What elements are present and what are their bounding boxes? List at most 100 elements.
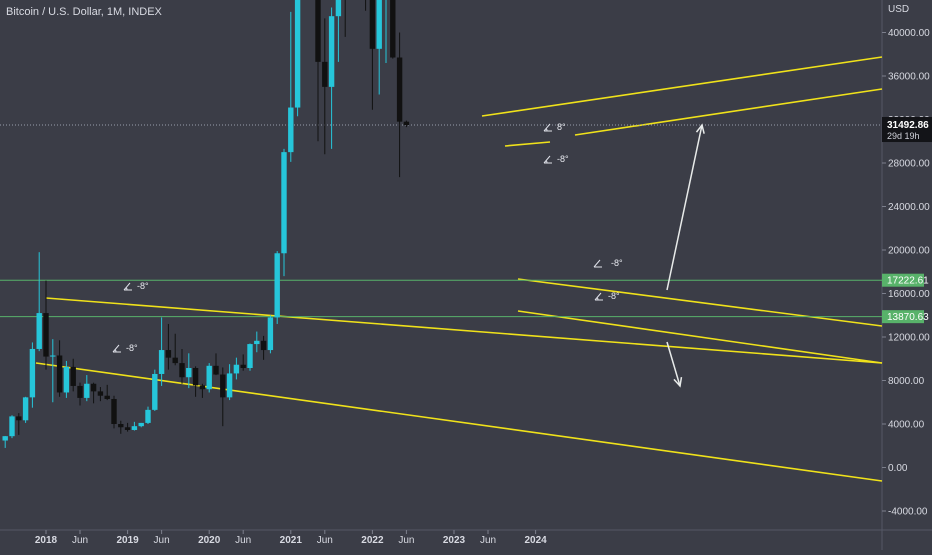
candle-body <box>179 363 185 378</box>
candle-body <box>403 121 410 126</box>
candle-body <box>254 340 260 345</box>
candle-body <box>138 422 144 427</box>
candle-body <box>111 398 117 424</box>
candle-body <box>206 365 212 390</box>
level-tag <box>882 310 924 324</box>
candle-body <box>43 313 49 357</box>
candle-body <box>131 426 138 430</box>
candle-body <box>56 355 63 393</box>
candle-body <box>186 367 192 378</box>
candle-body <box>335 0 342 17</box>
candle-body <box>118 424 124 428</box>
candle-body <box>376 0 382 49</box>
time-tick-label: Jun <box>154 535 170 546</box>
channel-line <box>574 88 883 136</box>
candle-body <box>294 0 301 108</box>
angle-marker: -8° <box>123 281 149 291</box>
candle-body <box>50 355 56 357</box>
level-tag-label: 17222.61 <box>887 276 929 287</box>
candle-body <box>199 385 206 390</box>
time-tick-label: Jun <box>235 535 251 546</box>
candle-body <box>213 365 219 375</box>
candle-body <box>84 383 90 398</box>
countdown-label: 29d 19h <box>887 131 920 141</box>
time-tick-label: 2024 <box>524 535 547 546</box>
candle-body <box>247 344 253 368</box>
candle-body <box>90 383 97 392</box>
time-tick-label: 2023 <box>443 535 466 546</box>
angle-icon <box>594 292 603 301</box>
price-tick-label: 12000.00 <box>888 333 930 344</box>
channel-line <box>481 56 883 117</box>
channel-line <box>35 362 883 482</box>
current-price-label: 31492.86 <box>887 120 929 131</box>
candle-body <box>267 317 274 351</box>
price-tick-label: 28000.00 <box>888 159 930 170</box>
candles <box>2 0 410 448</box>
price-tick-label: 16000.00 <box>888 289 930 300</box>
candle-body <box>396 57 403 122</box>
candle-body <box>77 385 83 398</box>
candle-body <box>240 364 246 368</box>
time-tick-label: 2021 <box>280 535 303 546</box>
level-tag-label: 13870.63 <box>887 312 929 323</box>
level-tag <box>882 273 924 287</box>
candle-body <box>104 395 110 399</box>
price-tick-label: 4000.00 <box>888 420 925 431</box>
price-tick-label: 8000.00 <box>888 376 925 387</box>
angle-icon <box>593 259 602 268</box>
chart-title: Bitcoin / U.S. Dollar, 1M, INDEX <box>6 6 162 18</box>
price-tick-label: 40000.00 <box>888 28 930 39</box>
angle-label: 8° <box>557 122 566 132</box>
angle-icon <box>543 155 552 164</box>
candle-body <box>158 350 165 374</box>
arrow-head <box>673 376 683 388</box>
arrow-line <box>666 124 703 291</box>
time-tick-label: Jun <box>72 535 88 546</box>
candle-body <box>328 16 335 87</box>
angle-marker: -8° <box>543 154 569 164</box>
time-tick-label: 2020 <box>198 535 221 546</box>
candle-body <box>22 397 29 421</box>
channel-drawings <box>0 56 883 482</box>
candle-body <box>70 366 76 386</box>
time-axis: 2018 Jun 2019 Jun 2020 Jun 2021 Jun 2022 Jun 2023 J… <box>35 530 547 546</box>
angle-marker: 8° <box>543 122 566 132</box>
channel-line <box>45 297 883 364</box>
angle-label: -8° <box>557 154 569 164</box>
candle-body <box>36 313 42 349</box>
time-tick-label: Jun <box>480 535 496 546</box>
angle-icon <box>123 282 132 291</box>
channel-line <box>504 141 551 147</box>
price-tick-label: -4000.00 <box>888 507 928 518</box>
price-tick-label: 36000.00 <box>888 72 930 83</box>
candle-body <box>288 107 294 153</box>
angle-marker: -8° <box>594 291 620 301</box>
time-tick-label: 2018 <box>35 535 58 546</box>
angle-label: -8° <box>608 291 620 301</box>
candle-body <box>233 364 240 374</box>
candle-body <box>226 373 233 398</box>
channel-line <box>517 310 883 364</box>
annotation-drawings: -8° -8° 8° -8° -8° -8° <box>112 122 705 388</box>
candle-body <box>369 0 376 49</box>
currency-label: USD <box>888 4 910 15</box>
angle-label: -8° <box>137 281 149 291</box>
candle-body <box>172 357 178 364</box>
price-tick-label: 20000.00 <box>888 246 930 257</box>
candle-body <box>192 367 199 386</box>
candle-body <box>63 366 70 393</box>
candle-body <box>390 0 396 58</box>
angle-marker: -8° <box>593 258 623 268</box>
candle-body <box>124 427 131 430</box>
price-tick-label: 24000.00 <box>888 202 930 213</box>
price-tick-label: 0.00 <box>888 463 908 474</box>
time-tick-label: 2019 <box>116 535 139 546</box>
candle-body <box>322 61 328 87</box>
candle-body <box>165 350 172 358</box>
angle-icon <box>112 344 121 353</box>
